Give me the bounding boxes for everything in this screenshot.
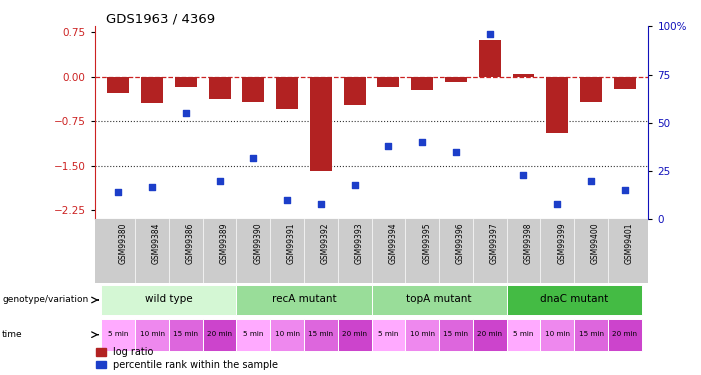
Text: topA mutant: topA mutant	[407, 294, 472, 304]
Bar	[574, 319, 608, 351]
Text: 20 min: 20 min	[612, 331, 637, 337]
Point	[416, 139, 428, 145]
Bar	[439, 319, 473, 351]
Bar	[377, 77, 400, 87]
Bar	[169, 319, 203, 351]
Point	[147, 183, 158, 189]
Text: dnaC mutant: dnaC mutant	[540, 294, 608, 304]
Bar	[236, 285, 372, 315]
Text: GSM99390: GSM99390	[253, 223, 262, 264]
Bar	[304, 319, 338, 351]
Bar	[243, 77, 264, 102]
Point	[349, 182, 360, 188]
Bar	[411, 77, 433, 90]
Point	[383, 143, 394, 149]
Text: GSM99398: GSM99398	[524, 223, 533, 264]
Bar	[405, 319, 439, 351]
Bar	[512, 74, 534, 77]
Bar	[546, 77, 569, 133]
Legend: log ratio, percentile rank within the sample: log ratio, percentile rank within the sa…	[96, 347, 278, 370]
Bar	[372, 285, 507, 315]
Bar	[141, 77, 163, 104]
Text: GSM99399: GSM99399	[557, 223, 566, 264]
Text: 5 min: 5 min	[513, 331, 533, 337]
Bar	[338, 319, 372, 351]
Text: 5 min: 5 min	[379, 331, 399, 337]
Text: 5 min: 5 min	[108, 331, 128, 337]
Point	[518, 172, 529, 178]
Text: 15 min: 15 min	[444, 331, 468, 337]
Bar	[507, 285, 641, 315]
Bar	[236, 319, 270, 351]
Text: GSM99397: GSM99397	[490, 223, 498, 264]
Bar	[107, 77, 129, 93]
Text: GSM99400: GSM99400	[591, 223, 600, 264]
Text: genotype/variation: genotype/variation	[2, 296, 88, 304]
Point	[180, 110, 191, 116]
Point	[247, 154, 259, 160]
Text: 10 min: 10 min	[275, 331, 299, 337]
Bar	[175, 77, 197, 87]
Text: GSM99392: GSM99392	[321, 223, 330, 264]
Bar	[203, 319, 236, 351]
Text: GSM99401: GSM99401	[625, 223, 634, 264]
Text: time: time	[2, 330, 22, 339]
Text: GSM99391: GSM99391	[287, 223, 296, 264]
Point	[113, 189, 124, 195]
Bar	[102, 319, 135, 351]
Bar	[580, 77, 602, 102]
Bar	[507, 319, 540, 351]
Bar	[270, 319, 304, 351]
Text: GSM99380: GSM99380	[118, 223, 128, 264]
Bar	[372, 319, 405, 351]
Point	[282, 197, 293, 203]
Point	[552, 201, 563, 207]
Text: GSM99395: GSM99395	[422, 223, 431, 264]
Point	[315, 201, 327, 207]
Text: 20 min: 20 min	[207, 331, 232, 337]
Text: 10 min: 10 min	[545, 331, 570, 337]
Text: 20 min: 20 min	[477, 331, 502, 337]
Bar	[473, 319, 507, 351]
Text: GDS1963 / 4369: GDS1963 / 4369	[106, 12, 215, 25]
Bar	[102, 285, 236, 315]
Point	[619, 188, 630, 194]
Text: GSM99396: GSM99396	[456, 223, 465, 264]
Point	[450, 149, 461, 155]
Text: 20 min: 20 min	[342, 331, 367, 337]
Bar	[614, 77, 636, 88]
Text: 10 min: 10 min	[409, 331, 435, 337]
Bar	[343, 77, 366, 105]
Point	[585, 178, 597, 184]
Bar	[310, 77, 332, 171]
Bar	[209, 77, 231, 99]
Text: GSM99389: GSM99389	[219, 223, 229, 264]
Text: recA mutant: recA mutant	[272, 294, 336, 304]
Text: 15 min: 15 min	[308, 331, 334, 337]
Bar	[135, 319, 169, 351]
Point	[484, 31, 496, 37]
Point	[214, 178, 225, 184]
Bar	[276, 77, 298, 110]
Bar	[608, 319, 641, 351]
Text: 15 min: 15 min	[173, 331, 198, 337]
Text: 15 min: 15 min	[578, 331, 604, 337]
Bar	[445, 77, 467, 81]
Text: GSM99393: GSM99393	[355, 223, 364, 264]
Text: 10 min: 10 min	[139, 331, 165, 337]
Bar	[479, 40, 501, 77]
Bar	[540, 319, 574, 351]
Text: 5 min: 5 min	[243, 331, 264, 337]
Text: wild type: wild type	[145, 294, 193, 304]
Text: GSM99394: GSM99394	[388, 223, 397, 264]
Text: GSM99386: GSM99386	[186, 223, 195, 264]
Text: GSM99384: GSM99384	[152, 223, 161, 264]
